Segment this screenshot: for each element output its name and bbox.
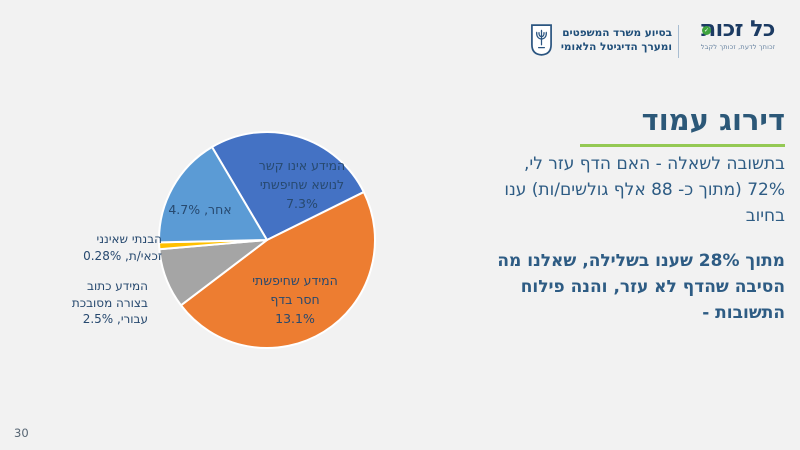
ministry-credit-text: בסיוע משרד המשפטים ומערך הדיגיטל הלאומי [560,26,672,53]
pie-label-other: אחר, 4.7% [168,202,232,217]
logo-wordmark: כל זכות [701,17,775,42]
pie-slice-4 [158,146,268,244]
pie-label-info-missing: המידע שחיפשתי חסר בדף 13.1% [252,273,338,326]
kol-zchut-logo: כל זכות ✓ זכותך לדעת, זכותך לקבל [686,18,790,51]
pie-label-not-eligible: הבנתי שאינני זכאי/ת, 0.28% [83,232,162,263]
logo-tagline: זכותך לדעת, זכותך לקבל [700,43,776,52]
page-number: 30 [14,426,29,440]
pie-slice-0 [211,131,365,241]
pie-label-not-related: המידע אינו קשר לנושא שחיפשתי 7.3% [258,158,346,211]
government-credit: בסיוע משרד המשפטים ומערך הדיגיטל הלאומי [530,23,672,57]
pie-chart [158,131,376,349]
israel-emblem-icon [531,24,552,56]
pie-slice-1 [179,191,376,349]
pie-label-too-complicated: המידע כתוב בצורה מסובכת עבורי, 2.5% [71,279,148,326]
page-title: דירוג עמוד [580,103,785,148]
check-badge-icon: ✓ [702,26,711,35]
body-paragraph-negative-breakdown: מתוך 28% שענו בשלילה, שאלנו מה הסיבה שהד… [497,251,785,323]
body-paragraph-positive-result: בתשובה לשאלה - האם הדף עזר לי, 72% (מתוך… [504,154,785,226]
header-divider [678,25,679,58]
